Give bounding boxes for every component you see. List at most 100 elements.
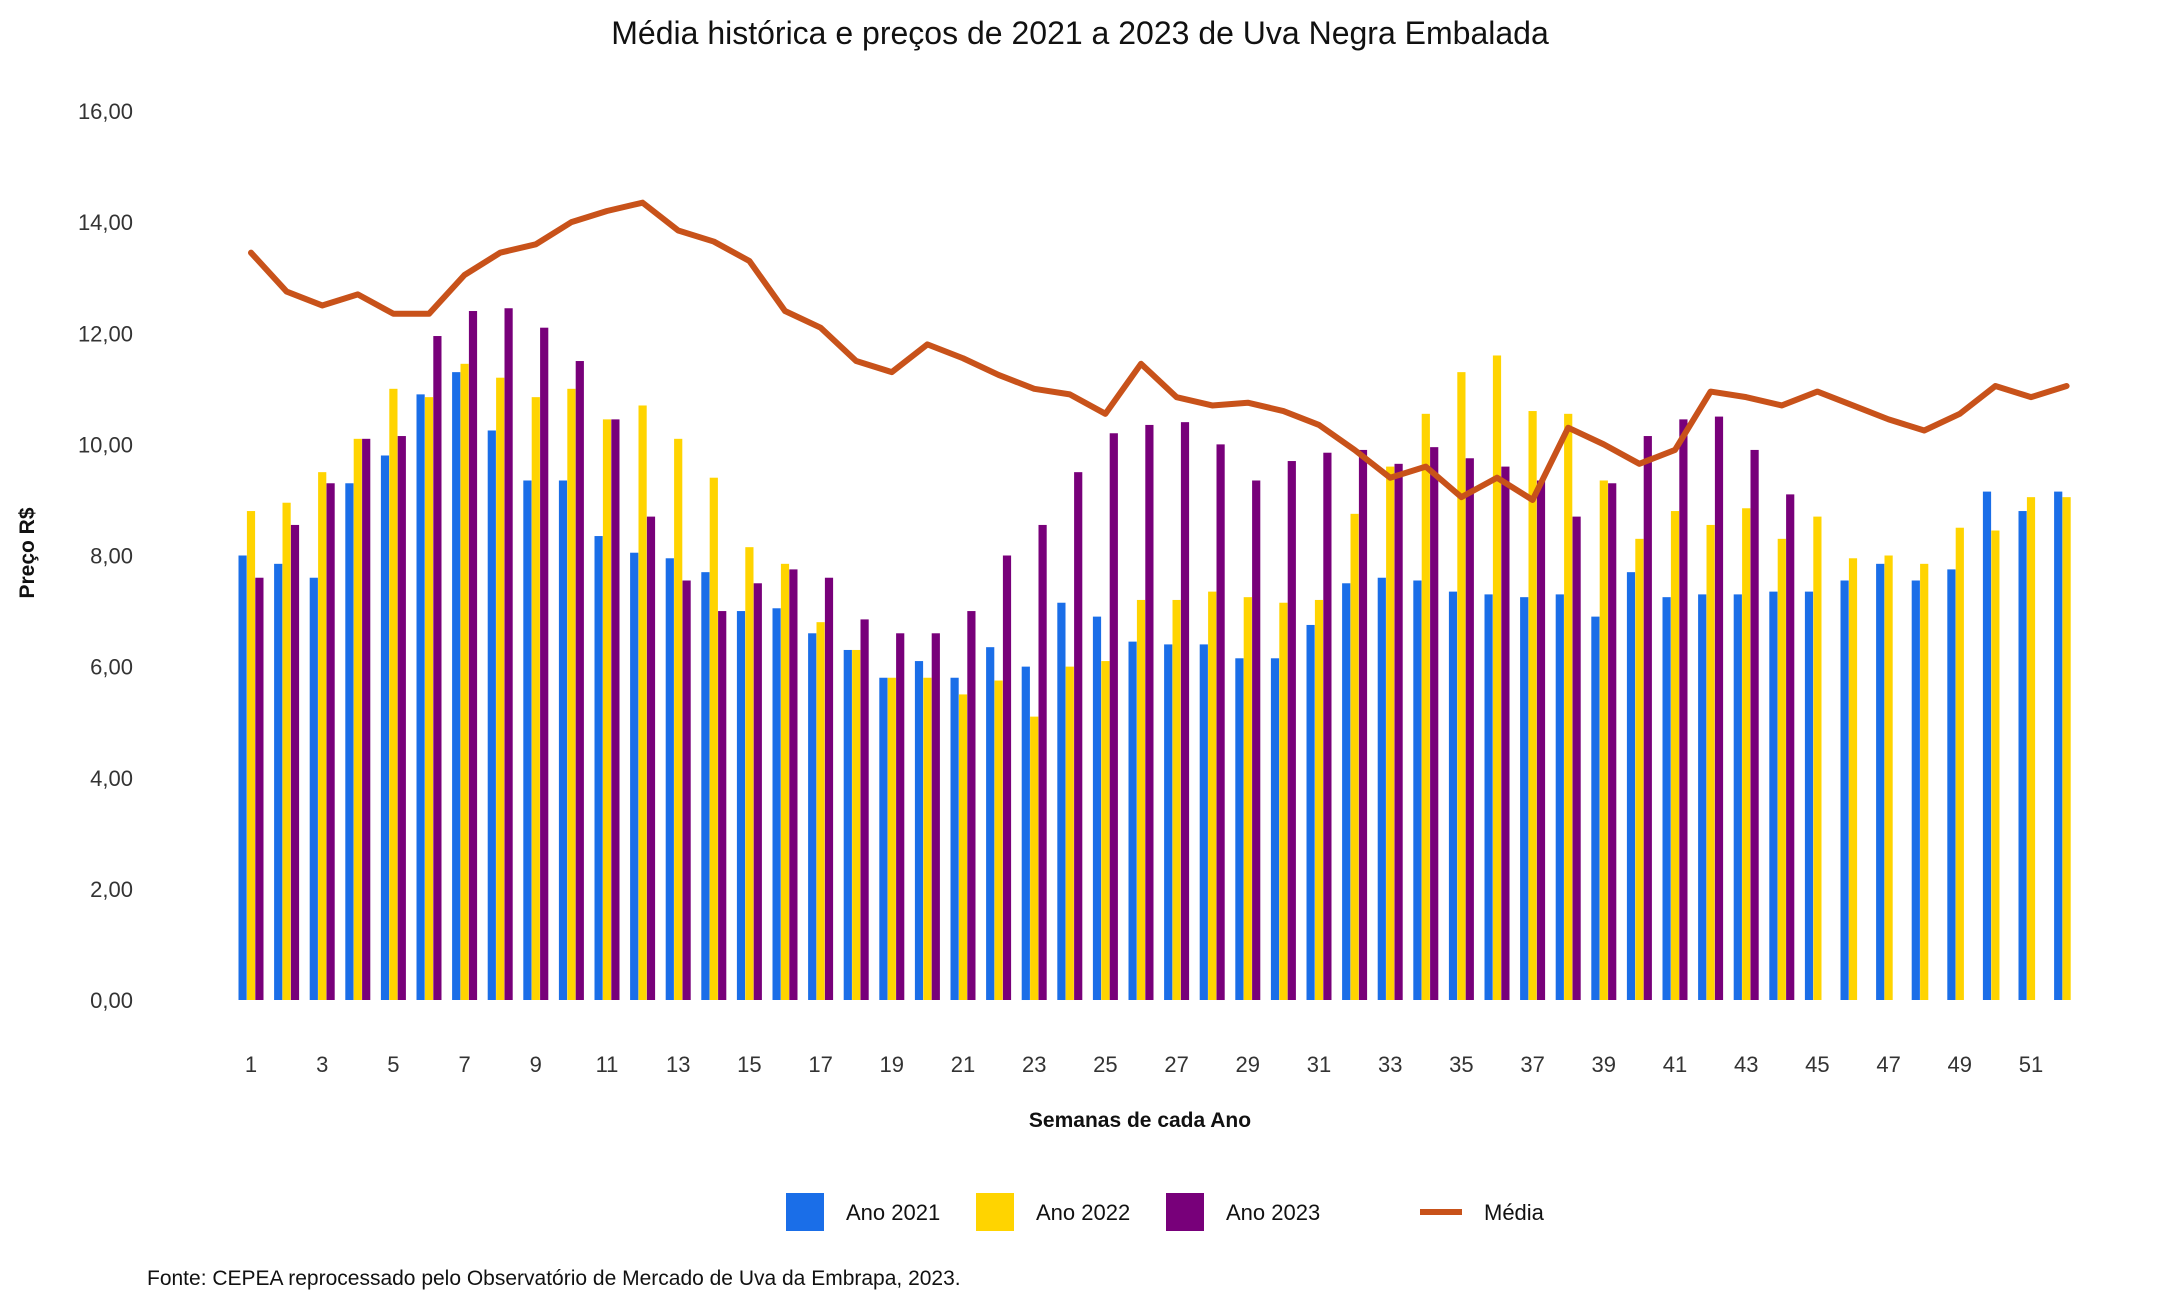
legend-label-media: Média — [1484, 1200, 1545, 1225]
bar-ano-2022-week-17 — [816, 622, 825, 1000]
bar-ano-2022-week-19 — [887, 677, 896, 1000]
bar-ano-2021-week-43 — [1733, 594, 1742, 1000]
bar-ano-2021-week-34 — [1413, 580, 1422, 1000]
bar-ano-2023-week-27 — [1180, 422, 1190, 1000]
x-tick-label: 41 — [1663, 1052, 1687, 1077]
bar-ano-2023-week-13 — [682, 580, 691, 1000]
bar-ano-2021-week-23 — [1021, 666, 1030, 1001]
bar-ano-2022-week-3 — [318, 472, 327, 1000]
bar-ano-2023-week-8 — [504, 308, 513, 1000]
legend-swatch-ano-2022 — [976, 1193, 1014, 1231]
bar-ano-2021-week-17 — [808, 633, 817, 1000]
bar-ano-2022-week-21 — [958, 694, 968, 1000]
bar-ano-2023-week-1 — [255, 577, 264, 1000]
bar-ano-2021-week-48 — [1911, 580, 1920, 1000]
bar-ano-2021-week-7 — [452, 372, 461, 1000]
bar-ano-2023-week-4 — [362, 438, 371, 1000]
bar-ano-2022-week-34 — [1421, 413, 1430, 1000]
y-tick-label: 6,00 — [90, 655, 133, 680]
x-tick-label: 21 — [951, 1052, 975, 1077]
bar-ano-2022-week-28 — [1208, 591, 1217, 1000]
x-tick-label: 23 — [1022, 1052, 1046, 1077]
x-tick-label: 5 — [387, 1052, 399, 1077]
x-tick-label: 49 — [1948, 1052, 1972, 1077]
bar-ano-2021-week-51 — [2018, 511, 2027, 1000]
x-tick-label: 9 — [530, 1052, 542, 1077]
legend-label-ano-2023: Ano 2023 — [1226, 1200, 1320, 1225]
bar-ano-2023-week-9 — [540, 327, 549, 1000]
bar-ano-2022-week-7 — [460, 363, 469, 1000]
y-axis-label: Preço R$ — [16, 507, 39, 598]
bar-ano-2023-week-26 — [1145, 424, 1154, 1000]
x-tick-label: 43 — [1734, 1052, 1758, 1077]
bar-ano-2021-week-13 — [665, 558, 674, 1000]
bar-ano-2022-week-48 — [1920, 563, 1929, 1000]
average-line-group — [248, 199, 2070, 503]
bar-ano-2022-week-11 — [602, 419, 612, 1000]
x-tick-label: 17 — [808, 1052, 832, 1077]
bar-ano-2021-week-28 — [1199, 644, 1208, 1000]
bar-ano-2021-week-10 — [558, 480, 568, 1000]
bar-ano-2021-week-44 — [1769, 591, 1778, 1000]
bar-ano-2021-week-5 — [380, 455, 390, 1000]
bar-ano-2021-week-2 — [274, 563, 283, 1000]
bar-ano-2021-week-42 — [1698, 594, 1707, 1000]
bar-ano-2023-week-32 — [1358, 449, 1368, 1000]
bar-ano-2023-week-18 — [860, 619, 869, 1000]
bar-ano-2023-week-28 — [1216, 444, 1225, 1001]
bar-ano-2022-week-29 — [1243, 597, 1252, 1000]
x-axis-ticks: 1 3 5 7 9 11 13 15 17 19 21 23 25 27 29 31 33 35 37 39 41 43 4… — [245, 1052, 2043, 1077]
bar-ano-2022-week-5 — [389, 388, 398, 1000]
bar-ano-2021-week-36 — [1484, 594, 1493, 1000]
x-tick-label: 37 — [1520, 1052, 1544, 1077]
bar-ano-2023-week-12 — [646, 516, 656, 1000]
bar-ano-2023-week-43 — [1750, 449, 1759, 1000]
y-tick-label: 12,00 — [78, 321, 133, 346]
bar-ano-2021-week-16 — [772, 608, 781, 1000]
bar-ano-2022-week-46 — [1848, 558, 1858, 1000]
bar-ano-2021-week-6 — [416, 394, 425, 1000]
bar-ano-2021-week-20 — [914, 661, 924, 1000]
bar-ano-2021-week-31 — [1306, 624, 1315, 1000]
bar-ano-2023-week-22 — [1002, 555, 1012, 1000]
bar-ano-2023-week-41 — [1679, 419, 1688, 1000]
bar-ano-2021-week-32 — [1342, 583, 1351, 1000]
bar-ano-2021-week-25 — [1092, 616, 1102, 1000]
bar-ano-2023-week-17 — [824, 577, 834, 1000]
bar-ano-2021-week-15 — [736, 611, 746, 1000]
bar-ano-2022-week-14 — [709, 477, 718, 1001]
bar-ano-2023-week-30 — [1287, 461, 1296, 1000]
x-tick-label: 39 — [1592, 1052, 1616, 1077]
legend-swatch-ano-2023 — [1166, 1193, 1204, 1231]
bar-ano-2023-week-3 — [326, 483, 335, 1000]
bar-ano-2023-week-19 — [896, 633, 905, 1000]
x-tick-label: 1 — [245, 1052, 257, 1077]
bar-ano-2022-week-49 — [1955, 527, 1964, 1000]
bar-ano-2022-week-23 — [1030, 716, 1039, 1000]
bar-ano-2023-week-33 — [1394, 463, 1403, 1000]
bar-ano-2022-week-40 — [1635, 538, 1644, 1000]
bar-ano-2021-week-29 — [1235, 658, 1244, 1000]
bar-ano-2021-week-33 — [1377, 577, 1386, 1000]
x-tick-label: 47 — [1876, 1052, 1900, 1077]
bar-ano-2023-week-7 — [468, 311, 478, 1000]
bar-ano-2022-week-12 — [638, 405, 647, 1001]
bar-ano-2022-week-27 — [1172, 599, 1181, 1000]
bar-ano-2023-week-40 — [1643, 436, 1652, 1000]
bar-ano-2023-week-31 — [1323, 452, 1332, 1001]
bar-ano-2021-week-26 — [1128, 641, 1137, 1000]
bar-ano-2021-week-41 — [1662, 597, 1671, 1000]
bar-ano-2023-week-36 — [1501, 466, 1510, 1001]
bar-ano-2022-week-22 — [994, 680, 1003, 1000]
bar-ano-2021-week-4 — [345, 483, 354, 1000]
bar-ano-2023-week-29 — [1252, 480, 1261, 1000]
x-tick-label: 51 — [2019, 1052, 2043, 1077]
bar-ano-2022-week-33 — [1386, 466, 1395, 1001]
x-tick-label: 27 — [1164, 1052, 1188, 1077]
bar-ano-2023-week-14 — [718, 611, 727, 1000]
bar-ano-2022-week-45 — [1813, 516, 1822, 1000]
y-tick-label: 8,00 — [90, 544, 133, 569]
bar-ano-2021-week-35 — [1448, 591, 1458, 1000]
bar-ano-2021-week-21 — [950, 677, 959, 1000]
